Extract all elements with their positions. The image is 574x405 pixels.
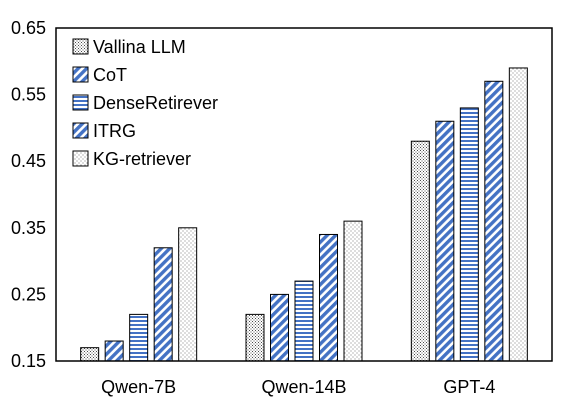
legend-label: DenseRetirever — [93, 93, 218, 113]
legend-label: KG-retriever — [93, 149, 191, 169]
bar-denseretirever-qwen-14b — [294, 280, 314, 362]
bar-kg-retriever-qwen-14b — [343, 220, 363, 362]
bar-kg-retriever-qwen-7b — [178, 227, 198, 362]
bar-vallina-llm-gpt-4 — [410, 140, 430, 362]
y-tick-label: 0.35 — [11, 218, 46, 238]
bar-denseretirever-gpt-4 — [459, 107, 479, 362]
y-tick-label: 0.65 — [11, 18, 46, 38]
bar-itrg-qwen-14b — [319, 233, 338, 362]
legend-swatch — [72, 94, 89, 111]
legend-label: CoT — [93, 65, 127, 85]
x-tick-label: GPT-4 — [443, 377, 495, 397]
x-axis-ticks: Qwen-7B Qwen-14B GPT-4 — [101, 377, 495, 397]
bar-cot-qwen-14b — [270, 293, 289, 362]
y-tick-label: 0.15 — [11, 351, 46, 371]
bar-cot-qwen-7b — [104, 340, 124, 362]
legend-swatch — [72, 150, 89, 167]
y-tick-label: 0.45 — [11, 151, 46, 171]
legend-label: Vallina LLM — [93, 37, 186, 57]
y-axis-ticks: 0.15 0.25 0.35 0.45 0.55 0.65 — [11, 18, 46, 371]
bar-cot-gpt-4 — [435, 120, 455, 362]
legend: Vallina LLM CoT DenseRetirever ITRG KG-retri… — [72, 37, 218, 169]
bar-vallina-llm-qwen-7b — [80, 347, 100, 362]
plot-area-frame — [55, 27, 553, 362]
legend-swatch — [72, 38, 89, 55]
x-tick-label: Qwen-7B — [101, 377, 176, 397]
y-tick-label: 0.25 — [11, 284, 46, 304]
y-tick-label: 0.55 — [11, 85, 46, 105]
bar-kg-retriever-gpt-4 — [508, 67, 528, 362]
bar-itrg-gpt-4 — [484, 80, 504, 362]
legend-swatch — [72, 122, 89, 139]
legend-swatch — [72, 66, 89, 83]
legend-label: ITRG — [93, 121, 136, 141]
bar-denseretirever-qwen-7b — [129, 313, 149, 362]
bar-vallina-llm-qwen-14b — [245, 313, 265, 362]
bar-itrg-qwen-7b — [153, 247, 173, 362]
x-tick-label: Qwen-14B — [261, 377, 346, 397]
